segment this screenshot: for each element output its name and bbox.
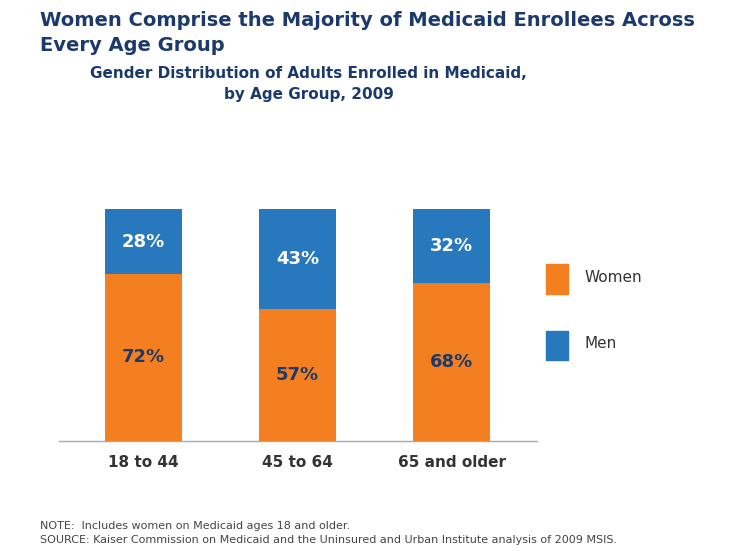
Text: KAISER: KAISER bbox=[617, 506, 665, 520]
Bar bbox=[105, 274, 182, 441]
Bar bbox=[259, 309, 336, 441]
Text: 57%: 57% bbox=[276, 366, 319, 383]
Text: 43%: 43% bbox=[276, 250, 319, 268]
Text: FAMILY: FAMILY bbox=[618, 523, 664, 536]
Text: 28%: 28% bbox=[122, 233, 165, 251]
Text: 72%: 72% bbox=[122, 348, 165, 366]
FancyBboxPatch shape bbox=[545, 331, 567, 360]
Text: FOUNDATION: FOUNDATION bbox=[620, 539, 662, 544]
Text: Men: Men bbox=[584, 336, 617, 352]
Text: Women Comprise the Majority of Medicaid Enrollees Across
Every Age Group: Women Comprise the Majority of Medicaid … bbox=[40, 11, 695, 55]
Text: Gender Distribution of Adults Enrolled in Medicaid,
by Age Group, 2009: Gender Distribution of Adults Enrolled i… bbox=[90, 66, 527, 102]
Text: 32%: 32% bbox=[430, 237, 473, 255]
Text: Women: Women bbox=[584, 270, 642, 285]
Text: 68%: 68% bbox=[430, 353, 473, 371]
Bar bbox=[413, 209, 490, 283]
Bar bbox=[105, 209, 182, 274]
Bar bbox=[413, 283, 490, 441]
Bar bbox=[259, 209, 336, 309]
Text: NOTE:  Includes women on Medicaid ages 18 and older.
SOURCE: Kaiser Commission o: NOTE: Includes women on Medicaid ages 18… bbox=[40, 521, 617, 545]
Text: THE HENRY J.: THE HENRY J. bbox=[620, 493, 662, 498]
FancyBboxPatch shape bbox=[545, 264, 567, 294]
